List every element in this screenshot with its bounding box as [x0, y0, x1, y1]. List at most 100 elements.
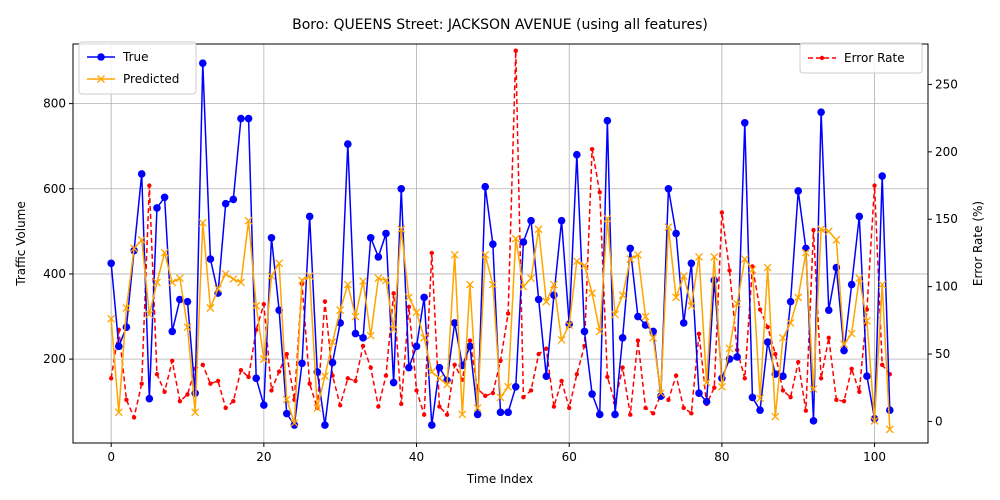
data-point-error-rate	[803, 408, 809, 413]
data-point-predicted	[687, 301, 696, 310]
data-point-true	[695, 389, 703, 397]
data-point-predicted	[488, 280, 497, 289]
y2-tick-label: 150	[935, 212, 958, 226]
data-point-error-rate	[689, 411, 694, 416]
data-point-true	[321, 421, 329, 429]
plot-frame	[72, 43, 929, 444]
data-point-predicted	[763, 263, 772, 272]
data-point-true	[405, 363, 413, 372]
data-point-error-rate	[757, 307, 763, 312]
data-point-error-rate	[505, 311, 511, 316]
series-true	[107, 59, 894, 429]
data-point-error-rate	[215, 378, 221, 384]
data-point-predicted	[236, 278, 245, 287]
data-point-predicted	[519, 282, 528, 291]
data-point-error-rate	[238, 368, 244, 373]
data-point-true	[786, 297, 795, 306]
data-point-error-rate	[452, 362, 457, 368]
data-point-error-rate	[170, 358, 175, 363]
y-tick-label: 200	[43, 352, 66, 366]
data-point-true	[802, 244, 810, 253]
data-point-error-rate	[696, 331, 702, 337]
data-point-error-rate	[231, 399, 236, 404]
data-point-error-rate	[467, 338, 473, 343]
data-point-error-rate	[879, 362, 885, 368]
data-point-predicted	[649, 333, 658, 342]
data-point-predicted	[107, 314, 116, 323]
data-point-true	[290, 421, 299, 429]
data-point-predicted	[252, 301, 261, 310]
data-point-predicted	[168, 278, 177, 287]
data-point-true	[420, 293, 428, 302]
data-point-true	[481, 182, 490, 191]
data-point-predicted	[443, 380, 452, 389]
data-point-true	[374, 253, 383, 261]
data-point-predicted	[862, 316, 871, 325]
data-point-error-rate	[567, 405, 572, 411]
y2-tick-label: 0	[935, 414, 943, 428]
data-point-error-rate	[773, 351, 778, 357]
data-point-error-rate	[421, 412, 427, 417]
data-point-error-rate	[727, 268, 732, 273]
data-point-error-rate	[620, 365, 625, 370]
data-point-predicted	[664, 223, 673, 232]
data-point-true	[282, 409, 291, 418]
data-point-predicted	[557, 335, 566, 344]
data-point-true	[527, 216, 535, 225]
data-point-true	[115, 342, 123, 351]
data-point-error-rate	[521, 394, 526, 400]
data-point-predicted	[328, 338, 337, 347]
data-point-predicted	[725, 344, 734, 353]
data-point-error-rate	[719, 210, 725, 215]
data-point-error-rate	[788, 394, 793, 400]
data-point-predicted	[679, 272, 688, 281]
data-point-error-rate	[162, 389, 167, 394]
data-point-true	[489, 240, 497, 248]
data-point-predicted	[542, 297, 551, 306]
data-point-predicted	[748, 265, 757, 274]
data-point-error-rate	[368, 365, 373, 370]
data-point-error-rate	[444, 412, 450, 417]
data-point-error-rate	[376, 404, 381, 409]
data-point-true	[550, 291, 558, 300]
data-point-true	[427, 421, 436, 429]
data-point-true	[305, 212, 314, 221]
data-point-true	[611, 410, 619, 419]
data-point-error-rate	[635, 338, 641, 343]
data-point-true	[855, 212, 864, 221]
legend-left: True Predicted	[78, 41, 197, 95]
data-point-error-rate	[154, 372, 160, 377]
series-layer	[107, 48, 894, 434]
data-point-error-rate	[712, 385, 717, 390]
data-point-true	[252, 374, 261, 383]
data-point-error-rate	[391, 291, 396, 296]
data-point-predicted	[771, 412, 780, 421]
data-point-true	[626, 244, 635, 253]
data-point-true	[137, 170, 146, 178]
y-axis-label: Traffic Volume	[14, 201, 28, 287]
data-point-true	[702, 397, 711, 406]
data-point-error-rate	[628, 412, 633, 417]
data-point-predicted	[656, 389, 665, 398]
data-point-predicted	[198, 218, 207, 227]
data-point-predicted	[756, 394, 765, 403]
data-point-true	[573, 150, 581, 159]
data-point-predicted	[389, 325, 398, 334]
data-point-error-rate	[574, 372, 580, 377]
data-point-true	[618, 334, 627, 342]
y2-tick-label: 200	[935, 145, 958, 159]
data-point-predicted	[527, 274, 535, 283]
data-point-error-rate	[200, 362, 205, 368]
data-point-error-rate	[780, 388, 786, 393]
data-point-predicted	[786, 318, 795, 327]
data-point-predicted	[740, 255, 749, 264]
data-point-error-rate	[429, 250, 434, 256]
data-point-true	[450, 319, 459, 327]
data-point-true	[168, 327, 177, 336]
data-point-true	[351, 329, 360, 338]
data-point-error-rate	[490, 390, 496, 396]
data-point-error-rate	[353, 378, 358, 384]
data-point-predicted	[244, 216, 253, 225]
data-point-true	[496, 408, 505, 417]
data-point-true	[359, 334, 367, 342]
